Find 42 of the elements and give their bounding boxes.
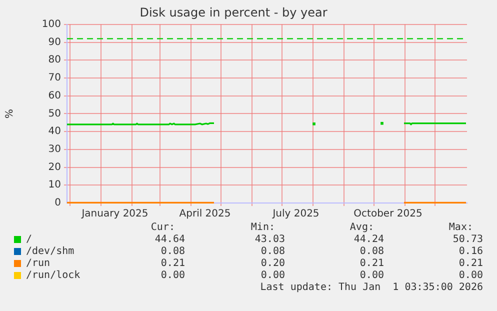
text: Last update: Thu Jan 1 03:35:00 2026	[260, 282, 483, 293]
y-tick-label: 70	[48, 72, 61, 84]
x-tick-label: October 2025	[354, 208, 422, 220]
legend-label: /run	[26, 258, 50, 269]
text: Max:	[448, 222, 473, 233]
y-tick-label: 100	[42, 18, 61, 30]
text: 0.21	[458, 258, 483, 269]
y-tick-label: 30	[48, 144, 61, 156]
text: 0.08	[160, 246, 185, 257]
text: 0.08	[260, 246, 285, 257]
legend-label: /dev/shm	[26, 246, 74, 257]
text: 0.00	[260, 270, 285, 281]
text: 44.24	[354, 234, 384, 245]
text: 0.21	[160, 258, 185, 269]
text: 0.00	[160, 270, 185, 281]
text: Avg:	[350, 222, 374, 233]
y-tick-label: 60	[48, 90, 61, 102]
legend-label: /	[26, 234, 32, 245]
legend-label: /run/lock	[26, 270, 80, 281]
text: 0.00	[458, 270, 483, 281]
text: Min:	[250, 222, 275, 233]
text: 0.00	[360, 270, 384, 281]
y-tick-label: 10	[48, 180, 61, 191]
text: 0.21	[360, 258, 384, 269]
y-axis-title: %	[4, 108, 16, 118]
x-tick-label: April 2025	[179, 208, 231, 220]
text: 0.08	[360, 246, 384, 257]
y-tick-label: 50	[48, 108, 61, 120]
x-tick-label: July 2025	[272, 208, 320, 220]
y-tick-label: 20	[48, 162, 61, 173]
x-tick-label: January 2025	[80, 208, 148, 220]
chart-title: Disk usage in percent - by year	[140, 5, 328, 20]
text: 44.64	[154, 234, 185, 245]
text: 43.03	[254, 234, 285, 245]
text: 0.16	[458, 246, 483, 257]
text: 0.20	[260, 258, 285, 269]
y-tick-label: 90	[48, 36, 61, 48]
y-tick-label: 40	[48, 126, 61, 138]
y-tick-label: 80	[48, 54, 61, 66]
y-tick-label: 0	[54, 198, 61, 209]
text: Cur:	[150, 222, 175, 233]
text: 50.73	[452, 234, 483, 245]
